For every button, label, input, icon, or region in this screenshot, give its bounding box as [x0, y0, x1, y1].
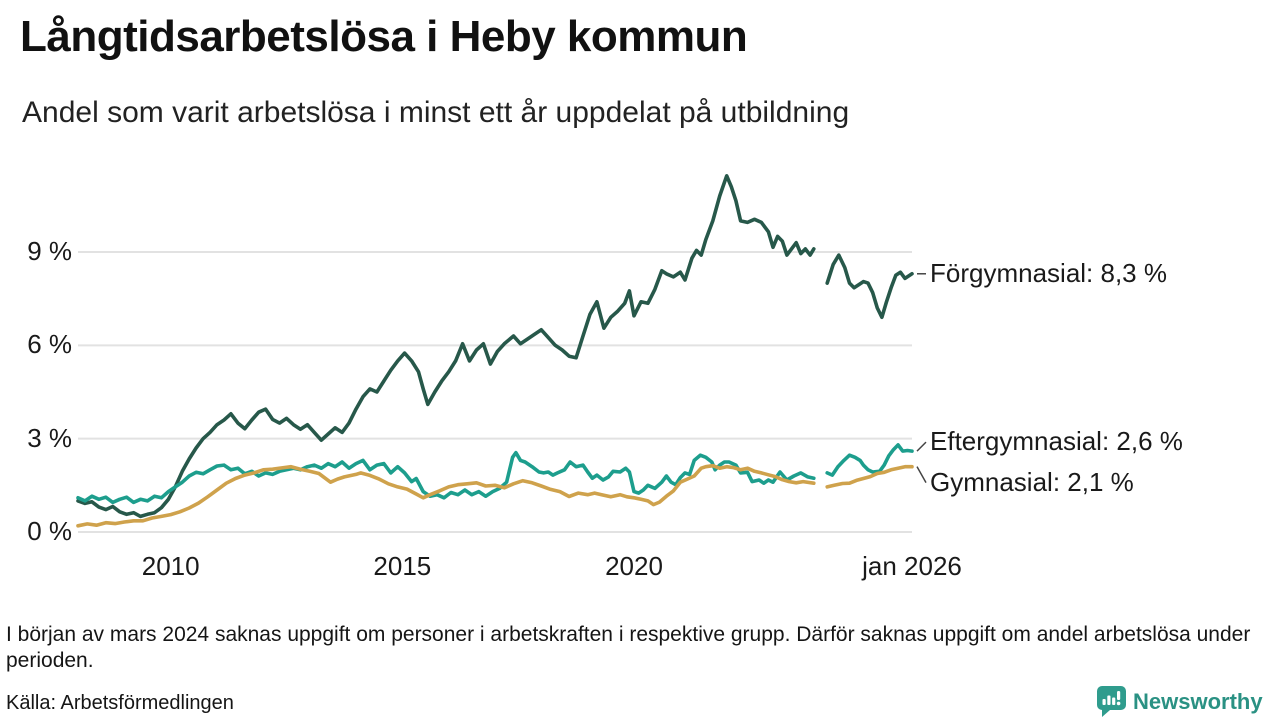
- newsworthy-wordmark: Newsworthy: [1133, 688, 1263, 714]
- y-tick-label: 3 %: [27, 422, 72, 453]
- chart-title: Långtidsarbetslösa i Heby kommun: [20, 12, 748, 61]
- source-label: Källa: Arbetsförmedlingen: [6, 692, 234, 714]
- newsworthy-logo[interactable]: Newsworthy: [1097, 686, 1263, 717]
- x-tick-label: 2015: [373, 551, 432, 581]
- y-tick-label: 0 %: [27, 516, 72, 546]
- x-tick-label: jan 2026: [862, 551, 962, 581]
- series-line-eftergymnasial: [825, 443, 914, 477]
- series-line-gymnasial: [825, 464, 914, 489]
- chart-subtitle: Andel som varit arbetslösa i minst ett å…: [22, 96, 850, 129]
- y-tick-label: 9 %: [27, 236, 72, 266]
- label-connector: [916, 466, 927, 484]
- series-label-förgymnasial: Förgymnasial: 8,3 %: [930, 257, 1167, 288]
- x-tick-label: 2020: [605, 551, 663, 581]
- series-label-gymnasial: Gymnasial: 2,1 %: [930, 466, 1134, 497]
- label-connector: [916, 441, 927, 452]
- series-line-eftergymnasial: [76, 450, 816, 505]
- series-line-förgymnasial: [76, 174, 816, 519]
- footnote: I början av mars 2024 saknas uppgift om …: [6, 623, 1251, 672]
- y-tick-label: 6 %: [27, 329, 72, 360]
- series-label-eftergymnasial: Eftergymnasial: 2,6 %: [930, 426, 1183, 457]
- series-line-förgymnasial: [825, 253, 914, 320]
- series-line-gymnasial: [76, 463, 816, 528]
- x-tick-label: 2010: [141, 551, 200, 581]
- newsworthy-bubble-chart-icon: [1097, 686, 1126, 717]
